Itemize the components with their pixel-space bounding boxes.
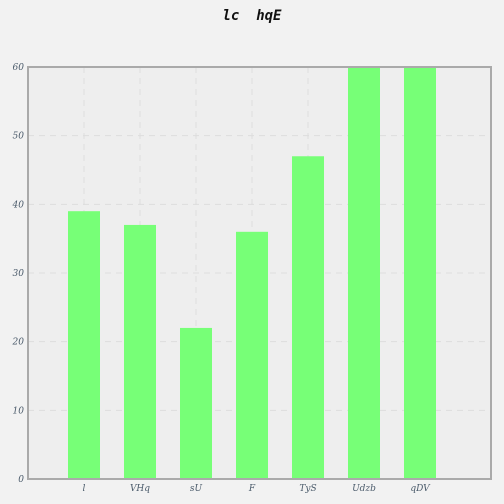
bar-sU [180, 327, 212, 479]
x-tick-label: sU [190, 484, 203, 494]
x-tick-label: qDV [410, 484, 431, 494]
bar-TyS [292, 156, 324, 479]
x-tick-label: VHq [130, 484, 150, 494]
x-tick-label: TyS [299, 484, 316, 494]
bars [68, 67, 436, 479]
y-tick-label: 40 [12, 200, 25, 210]
y-tick-label: 60 [13, 63, 25, 73]
y-tick-label: 10 [13, 406, 25, 416]
bar-F [236, 231, 268, 479]
y-tick-label: 30 [13, 269, 25, 279]
x-tick-label: F [248, 484, 256, 494]
plot-frame [27, 66, 492, 480]
chart-title: lc hqE [222, 8, 282, 24]
x-tick-label: l [83, 484, 86, 494]
bar-qDV [404, 67, 436, 479]
x-axis-ticks: l VHq sU F TyS Udzb qDV [83, 484, 432, 494]
bar-Udzb [348, 67, 380, 479]
y-tick-label: 50 [13, 132, 25, 142]
x-tick-label: Udzb [352, 484, 376, 494]
bar-VHq [124, 224, 156, 479]
bar-l [68, 211, 100, 479]
y-axis-ticks: 0 10 20 30 40 50 60 [12, 63, 25, 485]
y-tick-label: 0 [18, 475, 24, 485]
y-tick-label: 20 [12, 338, 25, 348]
